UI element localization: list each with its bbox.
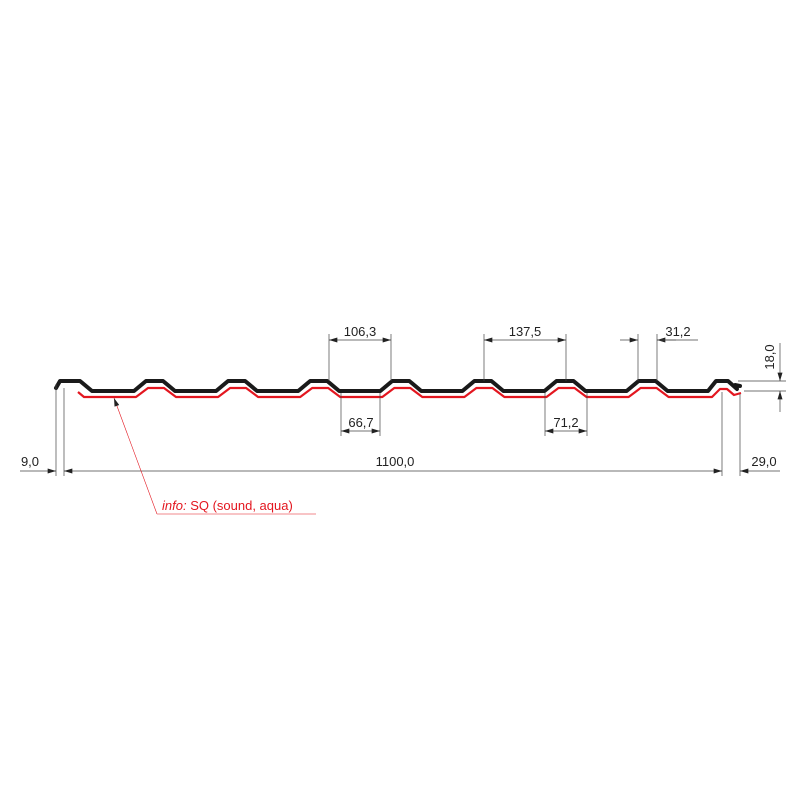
dimension-31-2: 31,2 <box>620 324 698 381</box>
dimension-106-3: 106,3 <box>328 324 392 381</box>
dimension-18-0: 18,0 <box>738 343 786 412</box>
dimension-label: 137,5 <box>509 324 542 339</box>
dimension-label: 106,3 <box>344 324 377 339</box>
sheet-profile-line <box>54 379 742 393</box>
dimension-137-5: 137,5 <box>483 324 567 381</box>
annotation-prefix: info: <box>162 498 187 513</box>
dimension-66-7: 66,7 <box>340 393 381 436</box>
dimension-label: 29,0 <box>751 454 776 469</box>
annotation-text: info: SQ (sound, aqua) <box>162 498 293 513</box>
dimension-71-2: 71,2 <box>544 393 588 436</box>
dimension-label: 9,0 <box>21 454 39 469</box>
dimension-overall: 9,0 1100,0 29,0 <box>20 384 780 476</box>
coating-profile-line <box>77 386 742 399</box>
dimension-label: 31,2 <box>665 324 690 339</box>
dimension-label: 66,7 <box>348 415 373 430</box>
dimension-label: 71,2 <box>553 415 578 430</box>
dimension-label: 18,0 <box>762 344 777 369</box>
dimension-label: 1100,0 <box>376 454 415 469</box>
coating-annotation: info: SQ (sound, aqua) <box>113 397 316 515</box>
annotation-body: SQ (sound, aqua) <box>187 498 293 513</box>
